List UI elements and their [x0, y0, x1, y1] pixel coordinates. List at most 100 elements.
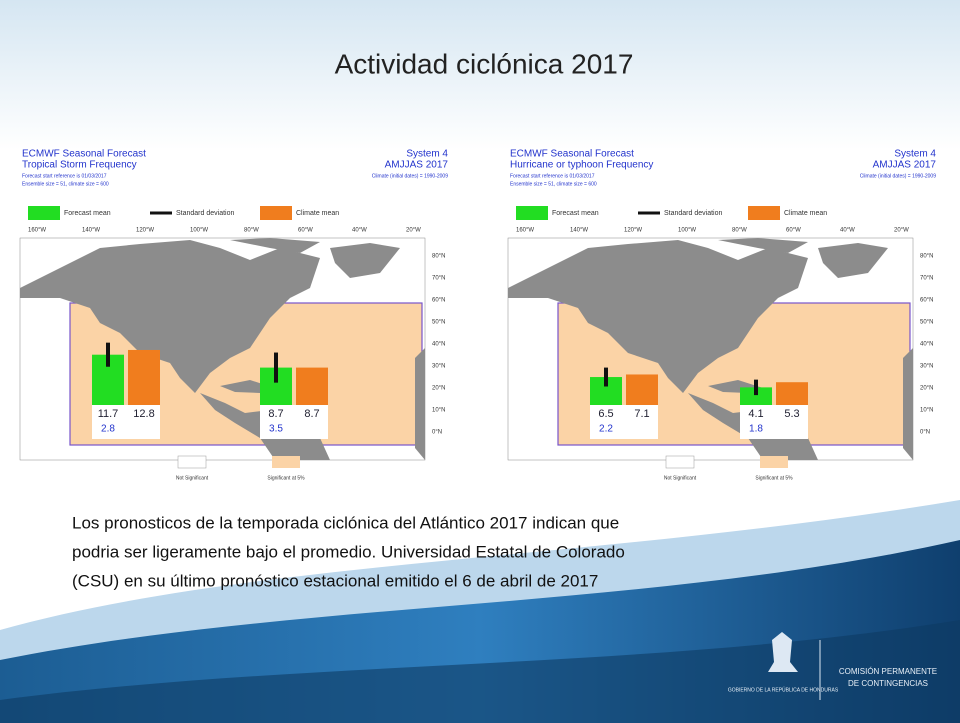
sig-swatch	[272, 456, 300, 468]
latitude-label: 60°N	[432, 298, 445, 304]
longitude-label: 80°W	[732, 228, 747, 234]
legend-swatch	[28, 206, 60, 220]
climate-label: 8.7	[304, 408, 319, 420]
latitude-label: 10°N	[920, 408, 933, 414]
land	[20, 240, 320, 393]
forecast-bar	[740, 387, 772, 405]
latitude-label: 20°N	[920, 386, 933, 392]
latitude-label: 20°N	[432, 386, 445, 392]
logo-left: GOBIERNO DE LA REPÚBLICA DE HONDURAS	[728, 686, 839, 693]
legend-label: Climate mean	[784, 210, 827, 217]
panel-system: System 4	[406, 149, 448, 160]
legend-swatch	[748, 206, 780, 220]
latitude-label: 10°N	[432, 408, 445, 414]
legend-swatch	[516, 206, 548, 220]
label-box	[740, 405, 808, 439]
sig-swatch	[665, 455, 695, 469]
longitude-label: 20°W	[406, 228, 421, 234]
latitude-label: 70°N	[432, 276, 445, 282]
climate-bar	[128, 349, 160, 405]
panel-header: Forecast start reference is 01/03/2017	[22, 173, 107, 179]
longitude-label: 40°W	[840, 228, 855, 234]
sig-label: Significant at 5%	[755, 475, 793, 481]
top-band	[0, 0, 960, 150]
longitude-label: 100°W	[190, 228, 208, 234]
longitude-label: 60°W	[786, 228, 801, 234]
forecast-label: 8.7	[268, 408, 283, 420]
panel-header: Ensemble size = 51, climate size = 600	[22, 181, 109, 187]
climate-label: 12.8	[133, 408, 154, 420]
logo-right: COMISIÓN PERMANENTE	[839, 667, 937, 676]
legend-label: Forecast mean	[552, 210, 599, 217]
forecast-label: 6.5	[598, 408, 613, 420]
longitude-label: 100°W	[678, 228, 696, 234]
paragraph-line: (CSU) en su último pronóstico estacional…	[72, 571, 598, 590]
sd-label: 3.5	[269, 424, 283, 435]
latitude-label: 0°N	[432, 430, 442, 436]
legend-label: Standard deviation	[664, 210, 722, 217]
paragraph-line: podria ser ligeramente bajo el promedio.…	[72, 542, 625, 561]
panel-header: Ensemble size = 51, climate size = 600	[510, 181, 597, 187]
climate-bar	[296, 367, 328, 405]
sig-label: Not Significant	[176, 475, 209, 481]
panel-header: Forecast start reference is 01/03/2017	[510, 173, 595, 179]
latitude-label: 30°N	[920, 364, 933, 370]
panel-period: AMJJAS 2017	[385, 160, 449, 171]
legend-label: Forecast mean	[64, 210, 111, 217]
legend-label: Climate mean	[296, 210, 339, 217]
longitude-label: 20°W	[894, 228, 909, 234]
sig-swatch	[177, 455, 207, 469]
logo-emblem	[768, 632, 798, 672]
climate-bar	[626, 374, 658, 405]
panel-system: System 4	[894, 149, 936, 160]
forecast-label: 11.7	[98, 408, 119, 420]
legend-swatch	[260, 206, 292, 220]
latitude-label: 60°N	[920, 298, 933, 304]
legend-label: Standard deviation	[176, 210, 234, 217]
sig-label: Significant at 5%	[267, 475, 305, 481]
sd-label: 2.8	[101, 424, 115, 435]
slide-title: Actividad ciclónica 2017	[335, 48, 634, 79]
label-box	[590, 405, 658, 439]
climate-bar	[776, 382, 808, 405]
latitude-label: 40°N	[432, 342, 445, 348]
climate-label: 7.1	[634, 408, 649, 420]
latitude-label: 0°N	[920, 430, 930, 436]
sd-label: 1.8	[749, 424, 763, 435]
forecast-label: 4.1	[748, 408, 763, 420]
latitude-label: 50°N	[432, 320, 445, 326]
panel-climate: Climate (initial dates) = 1990-2009	[372, 173, 449, 179]
latitude-label: 80°N	[920, 254, 933, 260]
panel-header: ECMWF Seasonal Forecast	[510, 149, 634, 160]
land	[415, 348, 425, 460]
longitude-label: 140°W	[570, 228, 588, 234]
swoosh-dark	[0, 620, 960, 723]
longitude-label: 120°W	[624, 228, 642, 234]
longitude-label: 140°W	[82, 228, 100, 234]
panel-header: Tropical Storm Frequency	[22, 160, 137, 171]
paragraph-line: Los pronosticos de la temporada ciclónic…	[72, 513, 619, 532]
land	[903, 348, 913, 460]
longitude-label: 120°W	[136, 228, 154, 234]
climate-label: 5.3	[784, 408, 799, 420]
panel-header: ECMWF Seasonal Forecast	[22, 149, 146, 160]
longitude-label: 160°W	[28, 228, 46, 234]
label-box	[92, 405, 160, 439]
panel-climate: Climate (initial dates) = 1990-2009	[860, 173, 937, 179]
land	[508, 240, 808, 393]
sig-label: Not Significant	[664, 475, 697, 481]
panel-header: Hurricane or typhoon Frequency	[510, 160, 653, 171]
latitude-label: 40°N	[920, 342, 933, 348]
latitude-label: 50°N	[920, 320, 933, 326]
sd-label: 2.2	[599, 424, 613, 435]
sig-swatch	[760, 456, 788, 468]
longitude-label: 80°W	[244, 228, 259, 234]
land	[230, 238, 400, 278]
logo-right: DE CONTINGENCIAS	[848, 679, 928, 688]
longitude-label: 160°W	[516, 228, 534, 234]
latitude-label: 70°N	[920, 276, 933, 282]
